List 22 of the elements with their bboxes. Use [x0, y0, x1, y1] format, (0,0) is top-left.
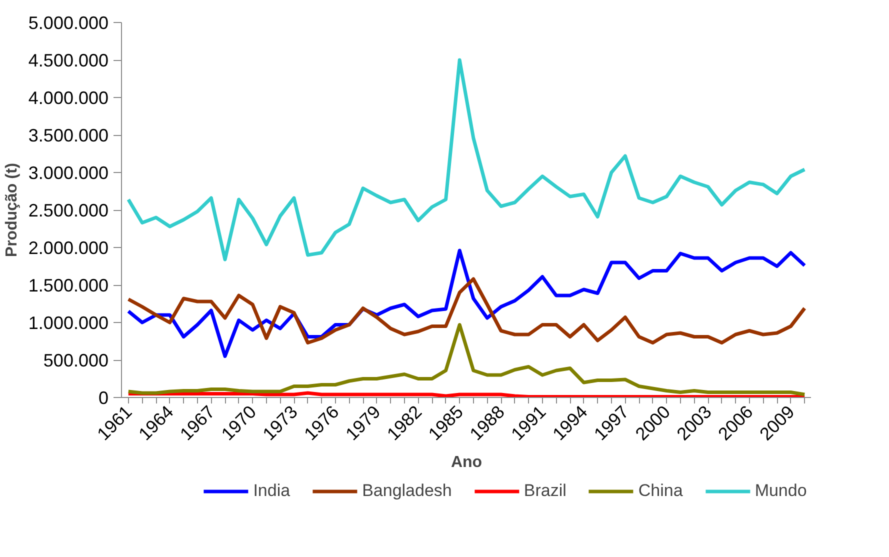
y-tick-label: 3.500.000 [28, 126, 108, 146]
y-tick-label: 1.000.000 [28, 313, 108, 333]
y-axis-title: Produção (t) [3, 162, 20, 258]
y-tick-label: 500.000 [43, 350, 109, 370]
y-tick-label: 5.000.000 [28, 13, 108, 33]
x-axis-title: Ano [450, 454, 482, 472]
y-tick-label: 3.000.000 [28, 163, 108, 183]
legend-label: Mundo [754, 481, 807, 501]
y-tick-label: 2.000.000 [28, 238, 108, 258]
line-series [126, 277, 806, 344]
y-tick-label: 1.500.000 [28, 276, 108, 296]
line-series [126, 58, 806, 262]
line-series [126, 248, 806, 358]
y-tick-label: 4.000.000 [28, 88, 108, 108]
line-series [126, 323, 806, 396]
y-tick-label: 4.500.000 [28, 50, 108, 70]
legend-label: Bangladesh [362, 481, 452, 501]
legend-label: Brazil [524, 481, 566, 501]
legend-label: India [253, 481, 290, 501]
y-tick-label: 0 [98, 388, 109, 408]
y-tick-label: 2.500.000 [28, 200, 108, 220]
legend-label: China [638, 481, 683, 501]
